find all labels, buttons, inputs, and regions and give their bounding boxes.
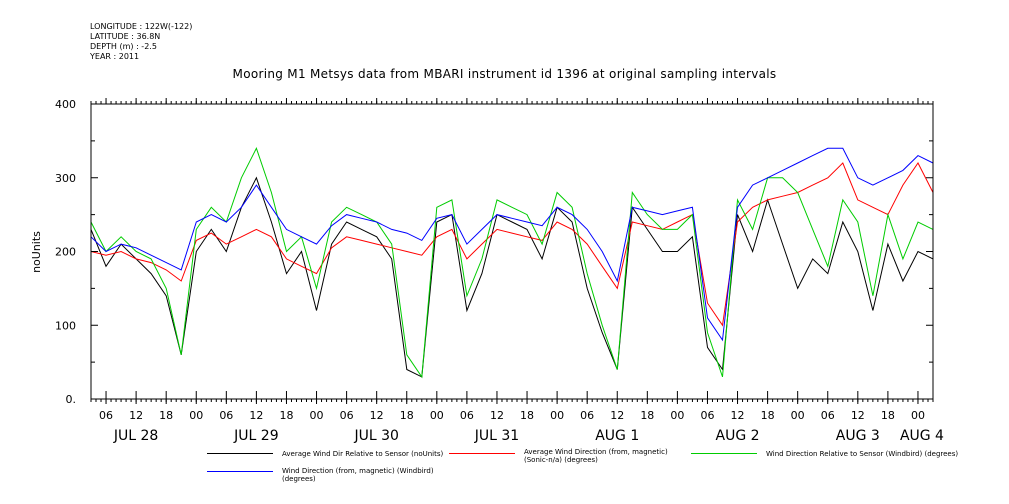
longitude-text: LONGITUDE : 122W(-122) (90, 22, 193, 31)
axis-layer: 0. 100 200 300 400 06 12 18 00 06 12 18 00 06 12 18 00 06… (55, 98, 944, 444)
y-tick-label: 200 (55, 246, 76, 259)
series-layer (90, 147, 934, 379)
series-line-1 (90, 162, 934, 327)
series-line-0 (90, 176, 934, 378)
x-tick-label: 18 (159, 409, 173, 422)
x-tick-label: 12 (851, 409, 865, 422)
depth-text: DEPTH (m) : -2.5 (90, 42, 157, 51)
chart-title: Mooring M1 Metsys data from MBARI instru… (232, 67, 777, 81)
x-tick-label: 00 (791, 409, 805, 422)
x-tick-label: 18 (640, 409, 654, 422)
x-tick-label: 06 (700, 409, 714, 422)
series-line-2 (90, 147, 934, 379)
x-day-label: AUG 2 (716, 428, 760, 444)
x-tick-label: 00 (310, 409, 324, 422)
x-day-label: JUL 28 (113, 428, 158, 444)
x-day-label: AUG 3 (836, 428, 880, 444)
plot-frame (90, 103, 934, 400)
x-day-label: JUL 30 (353, 428, 398, 444)
x-tick-label: 12 (129, 409, 143, 422)
y-tick-label: 300 (55, 172, 76, 185)
x-day-label: JUL 31 (474, 428, 519, 444)
x-tick-label: 12 (490, 409, 504, 422)
series-line-3 (90, 147, 934, 342)
x-tick-label: 12 (610, 409, 624, 422)
y-tick-label: 0. (66, 393, 77, 406)
x-tick-label: 12 (731, 409, 745, 422)
x-tick-label: 06 (580, 409, 594, 422)
x-day-label: AUG 1 (595, 428, 639, 444)
x-tick-label: 00 (670, 409, 684, 422)
x-tick-label: 00 (189, 409, 203, 422)
x-tick-label: 18 (881, 409, 895, 422)
x-tick-label: 18 (520, 409, 534, 422)
x-tick-label: 06 (460, 409, 474, 422)
x-tick-label: 18 (279, 409, 293, 422)
y-axis-label: noUnits (30, 231, 43, 273)
x-tick-label: 00 (911, 409, 925, 422)
x-tick-label: 12 (370, 409, 384, 422)
y-tick-label: 400 (55, 98, 76, 111)
x-tick-label: 06 (219, 409, 233, 422)
x-tick-label: 18 (400, 409, 414, 422)
x-tick-label: 12 (249, 409, 263, 422)
x-day-label: JUL 29 (233, 428, 278, 444)
x-tick-label: 18 (761, 409, 775, 422)
x-tick-label: 06 (340, 409, 354, 422)
x-day-label: AUG 4 (900, 428, 944, 444)
x-tick-label: 00 (550, 409, 564, 422)
metadata-block: LONGITUDE : 122W(-122) LATITUDE : 36.8N … (90, 22, 192, 62)
x-tick-label: 06 (99, 409, 113, 422)
latitude-text: LATITUDE : 36.8N (90, 32, 161, 41)
x-tick-label: 00 (430, 409, 444, 422)
year-text: YEAR : 2011 (90, 52, 140, 61)
y-tick-label: 100 (55, 319, 76, 332)
x-tick-label: 06 (821, 409, 835, 422)
